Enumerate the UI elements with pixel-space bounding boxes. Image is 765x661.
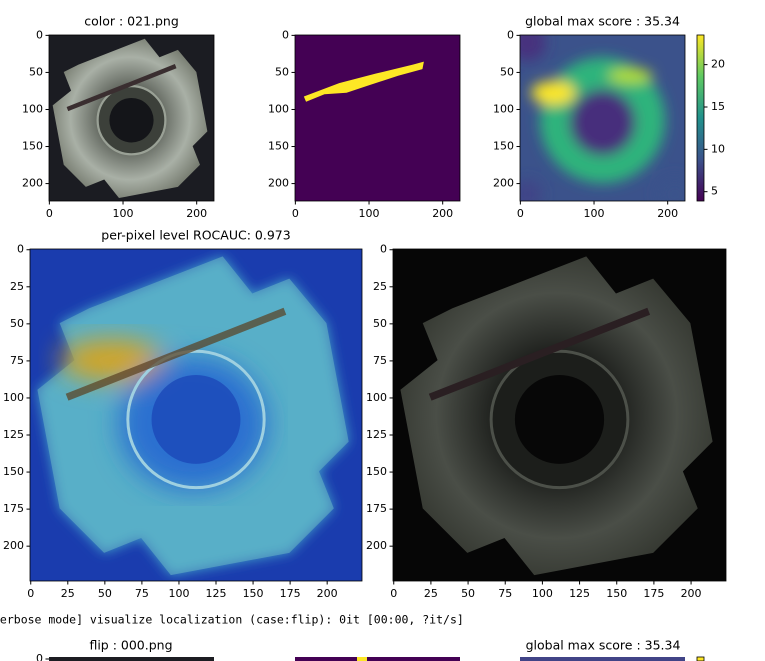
mask-image	[295, 657, 460, 661]
x-tick-label: 200	[681, 587, 702, 600]
x-tick-label: 50	[461, 587, 475, 600]
mask-image	[295, 35, 460, 201]
y-tick-label: 100	[3, 391, 24, 404]
x-tick-label: 75	[498, 587, 512, 600]
axes-frame	[519, 34, 686, 202]
y-tick-label: 150	[268, 140, 289, 153]
x-tick-label: 100	[532, 587, 553, 600]
y-tick-label: 25	[10, 280, 24, 293]
panel-title: color : 021.png	[84, 14, 179, 29]
y-tick-label: 200	[3, 539, 24, 552]
x-tick-label: 150	[243, 587, 264, 600]
x-tick-label: 0	[46, 207, 53, 220]
log-line: verbose mode] visualize localization (ca…	[0, 613, 464, 627]
colorbar-tick-label: 5	[711, 185, 718, 198]
x-tick-label: 200	[317, 587, 338, 600]
y-tick-label: 150	[493, 140, 514, 153]
y-tick-label: 0	[36, 652, 43, 661]
y-tick-label: 175	[366, 502, 387, 515]
x-tick-label: 100	[113, 207, 134, 220]
axes-frame	[294, 34, 461, 202]
x-tick-label: 100	[168, 587, 189, 600]
x-tick-label: 75	[135, 587, 149, 600]
input-image	[49, 657, 214, 661]
y-tick-label: 75	[373, 354, 387, 367]
y-tick-label: 200	[268, 177, 289, 190]
y-tick-label: 0	[282, 28, 289, 41]
y-tick-label: 50	[373, 317, 387, 330]
colorbar-tick-label: 20	[711, 58, 725, 71]
x-tick-label: 50	[98, 587, 112, 600]
y-tick-label: 150	[366, 465, 387, 478]
x-tick-label: 25	[61, 587, 75, 600]
axes-frame	[392, 248, 727, 582]
colorbar-tick-label: 15	[711, 100, 725, 113]
y-tick-label: 25	[373, 280, 387, 293]
heatmap-image	[520, 657, 685, 661]
x-tick-label: 175	[280, 587, 301, 600]
colorbar	[696, 34, 705, 202]
y-tick-label: 100	[493, 102, 514, 115]
y-tick-label: 125	[366, 428, 387, 441]
x-tick-label: 0	[517, 207, 524, 220]
dark-image	[393, 249, 726, 581]
y-tick-label: 125	[3, 428, 24, 441]
x-tick-label: 100	[359, 207, 380, 220]
y-tick-label: 150	[3, 465, 24, 478]
y-tick-label: 0	[507, 28, 514, 41]
y-tick-label: 150	[22, 140, 43, 153]
x-tick-label: 200	[432, 207, 453, 220]
panel-title: per-pixel level ROCAUC: 0.973	[101, 228, 290, 243]
heatmap-image	[520, 35, 685, 201]
colorbar-tick-label: 10	[711, 142, 725, 155]
y-tick-label: 50	[29, 65, 43, 78]
x-tick-label: 125	[569, 587, 590, 600]
x-tick-label: 125	[206, 587, 227, 600]
y-tick-label: 200	[366, 539, 387, 552]
x-tick-label: 200	[186, 207, 207, 220]
panel-title: global max score : 35.34	[525, 14, 680, 29]
input-image	[49, 35, 214, 201]
axes-frame	[48, 34, 215, 202]
x-tick-label: 0	[27, 587, 34, 600]
panel-title: global max score : 35.34	[526, 638, 681, 653]
y-tick-label: 100	[22, 102, 43, 115]
x-tick-label: 0	[390, 587, 397, 600]
y-tick-label: 0	[36, 28, 43, 41]
y-tick-label: 100	[268, 102, 289, 115]
x-tick-label: 200	[657, 207, 678, 220]
x-tick-label: 150	[606, 587, 627, 600]
y-tick-label: 0	[17, 243, 24, 256]
y-tick-label: 50	[275, 65, 289, 78]
x-tick-label: 0	[292, 207, 299, 220]
y-tick-label: 0	[380, 243, 387, 256]
colorbar	[696, 656, 705, 661]
y-tick-label: 200	[493, 177, 514, 190]
mask-image	[357, 657, 367, 661]
panel-title: flip : 000.png	[89, 638, 172, 653]
y-tick-label: 175	[3, 502, 24, 515]
y-tick-label: 50	[500, 65, 514, 78]
x-tick-label: 175	[643, 587, 664, 600]
y-tick-label: 75	[10, 354, 24, 367]
x-tick-label: 25	[424, 587, 438, 600]
y-tick-label: 100	[366, 391, 387, 404]
x-tick-label: 100	[584, 207, 605, 220]
y-tick-label: 50	[10, 317, 24, 330]
overlay-image	[30, 249, 362, 581]
axes-frame	[29, 248, 363, 582]
y-tick-label: 200	[22, 177, 43, 190]
